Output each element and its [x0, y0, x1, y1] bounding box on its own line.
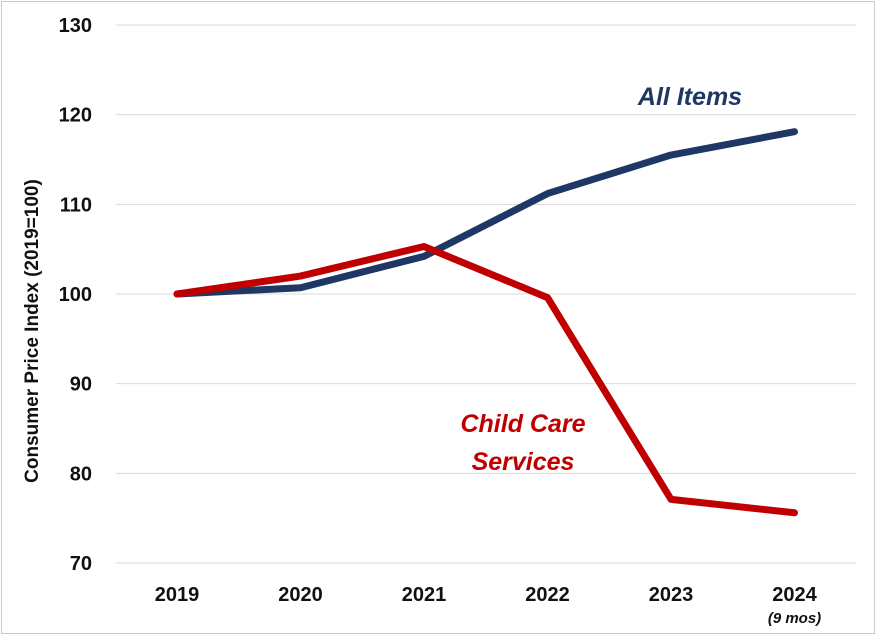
series-line-all-items	[173, 128, 798, 298]
series-label-child-care-line1: Child Care	[460, 410, 585, 438]
y-tick-120: 120	[59, 105, 92, 127]
y-tick-110: 110	[60, 194, 92, 216]
x-tick-note-2024: (9 mos)	[768, 610, 821, 627]
series-label-child-care-line2: Services	[472, 448, 575, 476]
y-tick-labels: 70 80 90 100 110 120 130	[59, 15, 92, 575]
series-label-all-items: All Items	[637, 83, 742, 111]
y-tick-100: 100	[59, 284, 92, 306]
x-tick-2021: 2021	[402, 584, 447, 606]
y-tick-80: 80	[70, 463, 92, 485]
y-axis-label: Consumer Price Index (2019=100)	[22, 179, 43, 483]
series-line-child-care-services	[173, 242, 798, 517]
series-lines	[173, 128, 798, 517]
x-tick-2024: 2024	[772, 584, 817, 606]
y-tick-130: 130	[59, 15, 92, 37]
x-tick-2023: 2023	[649, 584, 694, 606]
y-tick-70: 70	[70, 553, 92, 575]
gridlines	[116, 24, 856, 564]
y-tick-90: 90	[70, 374, 92, 396]
x-tick-2022: 2022	[525, 584, 570, 606]
x-tick-2020: 2020	[278, 584, 323, 606]
x-tick-2019: 2019	[155, 584, 200, 606]
x-tick-labels: 2019 2020 2021 2022 2023 2024 (9 mos)	[155, 584, 821, 627]
